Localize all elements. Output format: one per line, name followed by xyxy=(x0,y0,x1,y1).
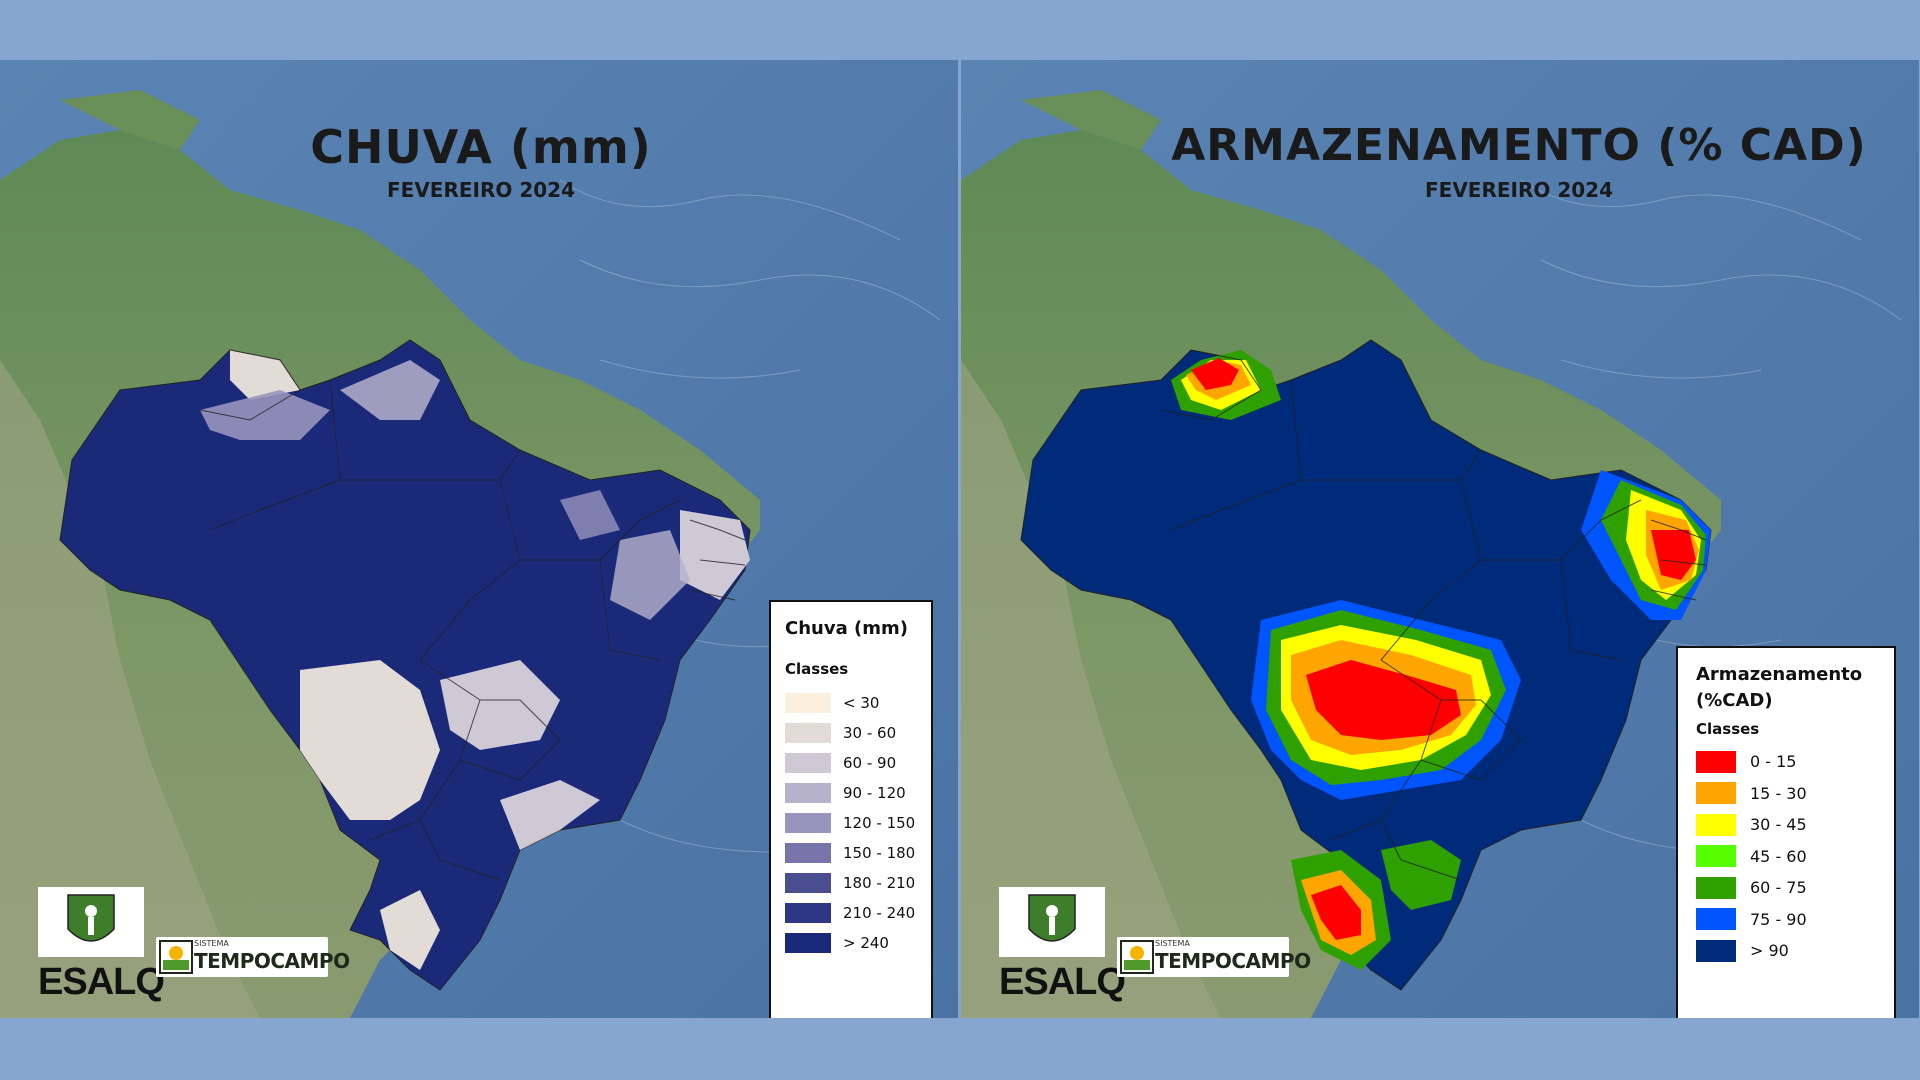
tempocampo-small-text: SISTEMA xyxy=(194,939,229,948)
legend-swatch xyxy=(1696,876,1736,899)
legend-item: 30 - 60 xyxy=(785,718,917,748)
legend-label: 30 - 60 xyxy=(843,724,897,742)
tempocampo-sun-icon xyxy=(1120,940,1154,974)
legend-item: 60 - 75 xyxy=(1696,872,1876,904)
tempocampo-logo: SISTEMA TEMPOCAMPO xyxy=(1117,937,1311,977)
legend-item: < 30 xyxy=(785,688,917,718)
legend-swatch xyxy=(785,873,831,893)
legend-swatch xyxy=(1696,813,1736,836)
legend-item: 150 - 180 xyxy=(785,838,917,868)
map-subtitle: FEVEREIRO 2024 xyxy=(387,178,575,202)
legend-item: 0 - 15 xyxy=(1696,746,1876,778)
rainfall-map-panel: CHUVA (mm) FEVEREIRO 2024 Chuva (mm) Cla… xyxy=(0,60,958,1018)
legend-swatch xyxy=(1696,845,1736,868)
tempocampo-logo: SISTEMA TEMPOCAMPO xyxy=(156,937,350,977)
legend-item: 120 - 150 xyxy=(785,808,917,838)
rainfall-map xyxy=(0,60,958,1018)
legend-label: 60 - 90 xyxy=(843,754,897,772)
tempocampo-big-text: TEMPOCAMPO xyxy=(1155,949,1311,973)
map-title: CHUVA (mm) xyxy=(310,120,652,174)
legend-item: > 240 xyxy=(785,928,917,958)
legend-label: 120 - 150 xyxy=(843,814,916,832)
legend-label: < 30 xyxy=(843,694,880,712)
panel-divider xyxy=(958,60,961,1018)
esalq-logo: ESALQ xyxy=(999,887,1126,1009)
legend-label: 90 - 120 xyxy=(843,784,906,802)
legend-item: 180 - 210 xyxy=(785,868,917,898)
legend-label: 15 - 30 xyxy=(1750,783,1807,803)
legend-item: > 90 xyxy=(1696,935,1876,967)
legend-item: 75 - 90 xyxy=(1696,904,1876,936)
legend-label: 75 - 90 xyxy=(1750,909,1807,929)
legend-swatch xyxy=(1696,782,1736,805)
legend-label: > 90 xyxy=(1750,941,1789,961)
legend-swatch xyxy=(785,753,831,773)
esalq-logo: ESALQ xyxy=(38,887,165,1009)
legend-title: Chuva (mm) xyxy=(785,618,908,639)
legend-item: 60 - 90 xyxy=(785,748,917,778)
legend-label: 180 - 210 xyxy=(843,874,916,892)
legend-label: > 240 xyxy=(843,934,889,952)
legend-item: 210 - 240 xyxy=(785,898,917,928)
legend-swatch xyxy=(785,693,831,713)
legend-label: 45 - 60 xyxy=(1750,846,1807,866)
legend-swatch xyxy=(785,843,831,863)
legend-title: Armazenamento (%CAD) xyxy=(1696,664,1863,711)
legend-item: 45 - 60 xyxy=(1696,841,1876,873)
legend-swatch xyxy=(785,933,831,953)
legend-label: 30 - 45 xyxy=(1750,815,1807,835)
esalq-shield-icon xyxy=(38,887,144,957)
map-subtitle: FEVEREIRO 2024 xyxy=(1425,178,1613,202)
legend-swatch xyxy=(1696,750,1736,773)
legend-swatch xyxy=(785,813,831,833)
legend-label: 0 - 15 xyxy=(1750,752,1797,772)
esalq-wordmark: ESALQ xyxy=(38,961,165,1003)
legend-label: 60 - 75 xyxy=(1750,878,1807,898)
legend-classes-label: Classes xyxy=(1696,720,1760,738)
esalq-shield-icon xyxy=(999,887,1105,957)
legend-swatch xyxy=(785,783,831,803)
esalq-wordmark: ESALQ xyxy=(999,961,1126,1003)
rainfall-legend: Chuva (mm) Classes < 30 30 - 60 60 - 90 90 … xyxy=(769,600,933,1018)
tempocampo-big-text: TEMPOCAMPO xyxy=(194,949,350,973)
map-title: ARMAZENAMENTO (% CAD) xyxy=(1171,120,1867,171)
legend-label: 210 - 240 xyxy=(843,904,916,922)
legend-label: 150 - 180 xyxy=(843,844,916,862)
storage-legend: Armazenamento (%CAD) Classes 0 - 15 15 - … xyxy=(1676,646,1896,1018)
legend-swatch xyxy=(785,723,831,743)
tempocampo-small-text: SISTEMA xyxy=(1155,939,1190,948)
legend-swatch xyxy=(1696,939,1736,962)
tempocampo-sun-icon xyxy=(159,940,193,974)
storage-map-panel: ARMAZENAMENTO (% CAD) FEVEREIRO 2024 Arm… xyxy=(961,60,1919,1018)
legend-swatch xyxy=(1696,908,1736,931)
legend-classes-label: Classes xyxy=(785,660,849,678)
legend-item: 90 - 120 xyxy=(785,778,917,808)
legend-swatch xyxy=(785,903,831,923)
legend-item: 30 - 45 xyxy=(1696,809,1876,841)
legend-item: 15 - 30 xyxy=(1696,778,1876,810)
